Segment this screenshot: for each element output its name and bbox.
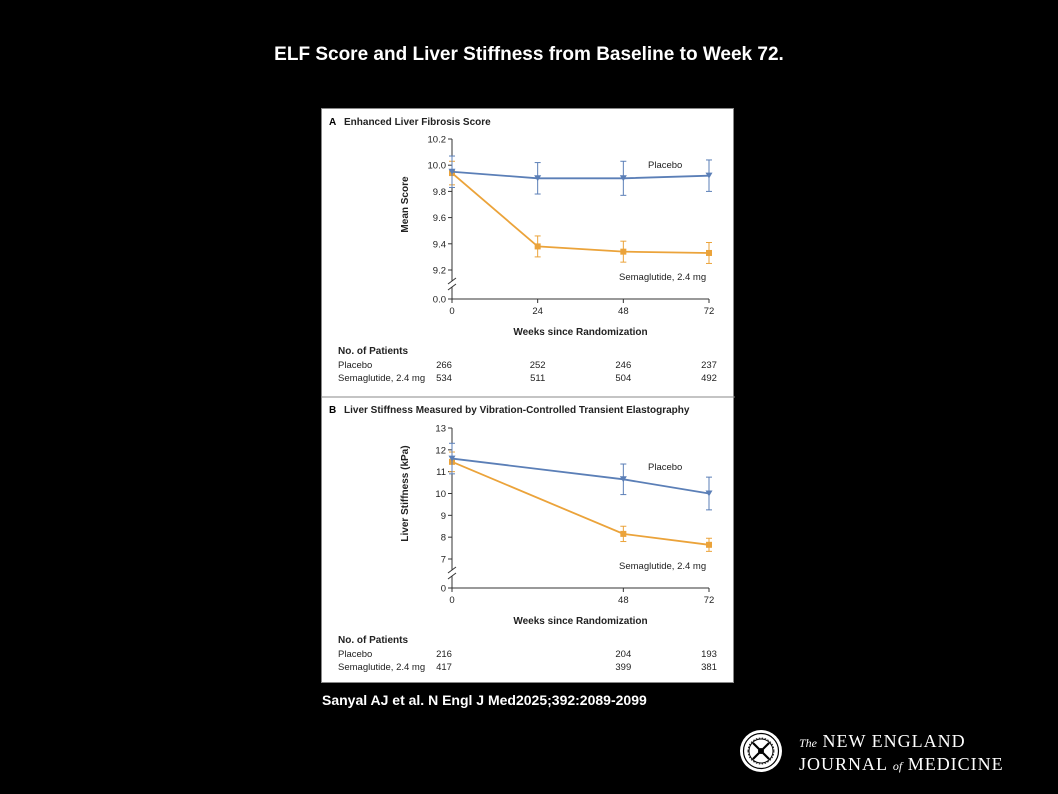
panel-b-y-tick-label: 7 bbox=[441, 555, 446, 566]
panel-a-letter: A bbox=[329, 117, 336, 128]
panel-b-x-axis-label: Weeks since Randomization bbox=[513, 616, 647, 627]
panel-a-patients-count: 534 bbox=[436, 373, 452, 384]
panel-b-y-tick-label: 11 bbox=[436, 467, 446, 478]
panel-b-patients-count: 399 bbox=[615, 662, 631, 673]
panel-a-placebo-point bbox=[619, 175, 627, 182]
panel-b-patients-count: 216 bbox=[436, 649, 452, 660]
logo-the: The bbox=[799, 736, 817, 750]
panel-b-letter: B bbox=[329, 405, 336, 416]
figure-panel: A Enhanced Liver Fibrosis Score 0.0 9.2 9.4 9… bbox=[321, 108, 735, 683]
panel-a-x-tick-label: 48 bbox=[618, 306, 629, 317]
panel-a-y-tick-label: 9.6 bbox=[433, 213, 446, 224]
panel-a-axis-break-mark bbox=[447, 283, 457, 291]
journal-logo-text: The NEW ENGLAND JOURNAL of MEDICINE bbox=[799, 731, 1004, 777]
panel-a-placebo-point bbox=[448, 168, 456, 175]
panel-a-patients-count: 266 bbox=[436, 360, 452, 371]
panel-a-y-tick-label: 0.0 bbox=[433, 295, 446, 306]
panel-b-y-tick-label: 13 bbox=[435, 424, 446, 435]
logo-medicine: MEDICINE bbox=[907, 754, 1004, 774]
panel-b-x-tick-label: 48 bbox=[618, 595, 629, 606]
panel-a-x-axis-label: Weeks since Randomization bbox=[513, 327, 647, 338]
logo-journal: JOURNAL bbox=[799, 754, 888, 774]
panel-b-placebo-point bbox=[705, 490, 713, 497]
panel-b-placebo-point bbox=[448, 455, 456, 462]
panel-a-patients-row-label: Placebo bbox=[338, 360, 372, 371]
panel-b-y-tick-label: 9 bbox=[441, 511, 446, 522]
panel-b-patients-count: 204 bbox=[615, 649, 631, 660]
panel-a-patients-count: 246 bbox=[615, 360, 631, 371]
panel-b-patients-row-label: Semaglutide, 2.4 mg bbox=[338, 662, 425, 673]
panel-a-x-tick-label: 24 bbox=[532, 306, 543, 317]
panel-a-y-tick-label: 9.8 bbox=[433, 187, 446, 198]
panel-a-semaglutide-point bbox=[534, 243, 541, 250]
panel-a-title: Enhanced Liver Fibrosis Score bbox=[344, 117, 491, 128]
panel-b-semaglutide-point bbox=[620, 530, 627, 537]
panel-a-patients-count: 492 bbox=[701, 373, 717, 384]
logo-of: of bbox=[892, 759, 903, 773]
panel-b-y-tick-label: 12 bbox=[435, 445, 446, 456]
panel-a-semaglutide-line bbox=[451, 172, 710, 254]
panel-a-y-tick-label: 9.2 bbox=[433, 266, 446, 277]
panel-a-x-tick-label: 72 bbox=[704, 306, 715, 317]
panel-a-patients-row-label: Semaglutide, 2.4 mg bbox=[338, 373, 425, 384]
panel-b-patients-row-label: Placebo bbox=[338, 649, 372, 660]
panel-a-x-tick-label: 0 bbox=[449, 306, 454, 317]
panel-b-y-axis-label: Liver Stiffness (kPa) bbox=[400, 445, 411, 541]
panel-a-patients-count: 237 bbox=[701, 360, 717, 371]
figure-svg: A Enhanced Liver Fibrosis Score 0.0 9.2 9.4 9… bbox=[322, 117, 735, 673]
panel-b-semaglutide-label: Semaglutide, 2.4 mg bbox=[619, 561, 706, 572]
panel-b-y-tick-label: 0 bbox=[441, 584, 446, 595]
panel-b-patients-count: 381 bbox=[701, 662, 717, 673]
panel-b-y-tick-label: 8 bbox=[441, 533, 446, 544]
panel-a-y-axis-label: Mean Score bbox=[400, 176, 411, 233]
panel-a-axis-break-mark bbox=[447, 277, 457, 285]
panel-a-placebo-label: Placebo bbox=[648, 160, 682, 171]
panel-b-semaglutide-point bbox=[706, 541, 712, 548]
panel-b-patients-count: 417 bbox=[436, 662, 452, 673]
panel-a-placebo-line bbox=[451, 170, 710, 180]
panel-b-patients-count: 193 bbox=[701, 649, 717, 660]
panel-a-placebo-point bbox=[705, 172, 713, 179]
panel-a-patients-count: 252 bbox=[530, 360, 546, 371]
citation: Sanyal AJ et al. N Engl J Med2025;392:20… bbox=[322, 692, 647, 708]
panel-a-semaglutide-label: Semaglutide, 2.4 mg bbox=[619, 272, 706, 283]
panel-b-axis-break-mark bbox=[447, 572, 457, 580]
panel-a-patients-count: 511 bbox=[530, 373, 545, 384]
panel-b-y-tick-label: 10 bbox=[435, 489, 446, 500]
nejm-seal-icon bbox=[740, 730, 782, 772]
panel-b-patients-heading: No. of Patients bbox=[338, 635, 408, 646]
panel-b-title: Liver Stiffness Measured by Vibration-Co… bbox=[344, 405, 690, 416]
panel-a-y-tick-label: 9.4 bbox=[433, 239, 446, 250]
panel-b-placebo-label: Placebo bbox=[648, 462, 682, 473]
panel-a-placebo-point bbox=[534, 175, 542, 182]
panel-a-patients-heading: No. of Patients bbox=[338, 346, 408, 357]
panel-b-placebo-point bbox=[619, 476, 627, 483]
panel-a-semaglutide-point bbox=[706, 249, 712, 256]
panel-b-x-tick-label: 0 bbox=[449, 595, 454, 606]
slide-title: ELF Score and Liver Stiffness from Basel… bbox=[274, 44, 784, 65]
panel-b-x-tick-label: 72 bbox=[704, 595, 715, 606]
panel-b-axis-break-mark bbox=[447, 566, 457, 574]
logo-line1: NEW ENGLAND bbox=[822, 731, 966, 751]
panel-a-patients-count: 504 bbox=[615, 373, 631, 384]
panel-a-y-tick-label: 10.0 bbox=[428, 161, 447, 172]
panel-a-semaglutide-point bbox=[620, 248, 627, 255]
panel-a-y-tick-label: 10.2 bbox=[428, 135, 447, 146]
